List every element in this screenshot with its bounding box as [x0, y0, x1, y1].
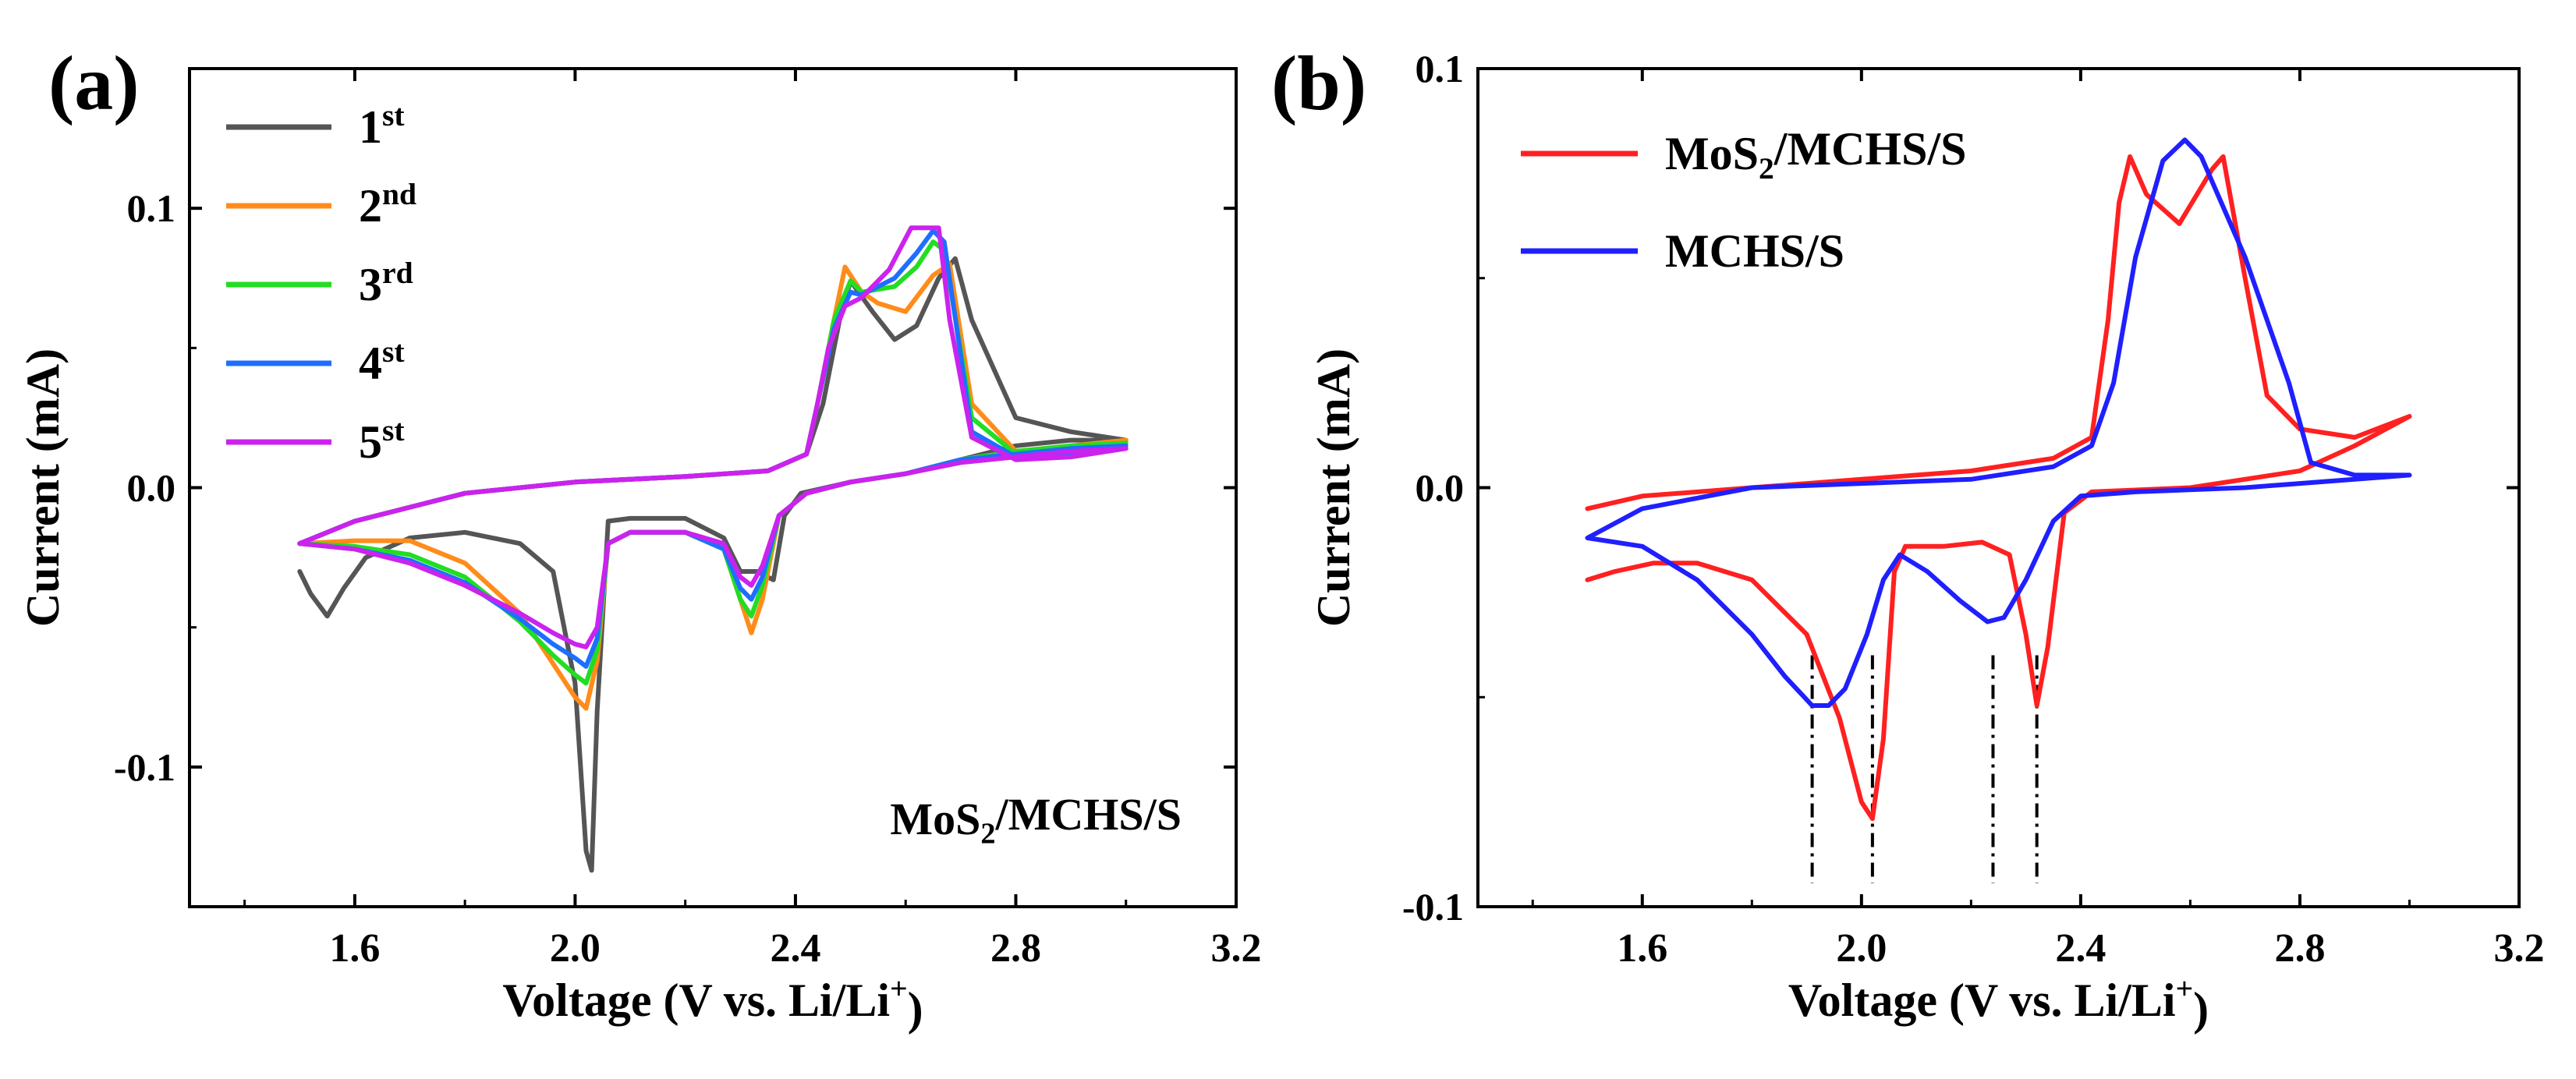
- x-tick-label: 2.0: [550, 926, 601, 971]
- x-tick-label: 2.8: [990, 926, 1041, 971]
- series-line-4: [297, 228, 1129, 669]
- y-axis-label: Current (mA): [1308, 348, 1359, 627]
- panel-label: (a): [48, 40, 140, 126]
- chart-panel-b: 1.6 2.0 2.4 2.8 3.2 -0.1 0.0 0.1 Voltage (V vs. …: [1271, 40, 2545, 1035]
- x-tick-label: 2.0: [1836, 926, 1887, 971]
- plot-frame: [1476, 67, 2521, 908]
- series-line-2: [297, 261, 1129, 711]
- legend-label: 3rd: [359, 256, 413, 310]
- chart-panel-a: 1.6 2.0 2.4 2.8 3.2 -0.1 0.0 0.1 Voltage (V vs. …: [17, 40, 1262, 1035]
- y-axis-label: Current (mA): [17, 348, 69, 627]
- series-line-2: [1585, 137, 2412, 708]
- y-tick-label: -0.1: [114, 745, 175, 789]
- legend-label: MoS2​/MCHS/S: [1665, 123, 1967, 186]
- x-axis-label: Voltage (V vs. Li/Li+​): [1788, 971, 2209, 1035]
- y-tick-label: 0.0: [1416, 466, 1465, 510]
- x-axis-label: Voltage (V vs. Li/Li+​): [502, 971, 923, 1035]
- chart-annotation: MoS2​/MCHS/S: [890, 789, 1182, 850]
- x-tick-label: 2.8: [2274, 926, 2325, 971]
- plot-frame: [188, 67, 1238, 908]
- legend-label: 5st: [359, 413, 405, 468]
- y-tick-label: 0.1: [1416, 47, 1465, 90]
- y-tick-label: 0.0: [127, 466, 176, 510]
- legend-label: MCHS/S: [1665, 225, 1844, 277]
- legend-label: 4st: [359, 334, 405, 389]
- x-tick-label: 2.4: [770, 926, 820, 971]
- x-tick-label: 3.2: [2494, 926, 2545, 971]
- series-line-1: [1585, 154, 2412, 822]
- x-tick-label: 2.4: [2055, 926, 2106, 971]
- series-line-3: [297, 239, 1129, 686]
- y-tick-label: -0.1: [1402, 885, 1464, 929]
- panel-label: (b): [1271, 40, 1366, 126]
- series-line-5: [297, 225, 1129, 649]
- legend-label: 2nd: [359, 177, 416, 232]
- x-tick-label: 1.6: [329, 926, 380, 971]
- legend-label: 1st: [359, 98, 405, 153]
- y-tick-label: 0.1: [127, 186, 176, 230]
- x-tick-label: 1.6: [1617, 926, 1667, 971]
- x-tick-label: 3.2: [1211, 926, 1262, 971]
